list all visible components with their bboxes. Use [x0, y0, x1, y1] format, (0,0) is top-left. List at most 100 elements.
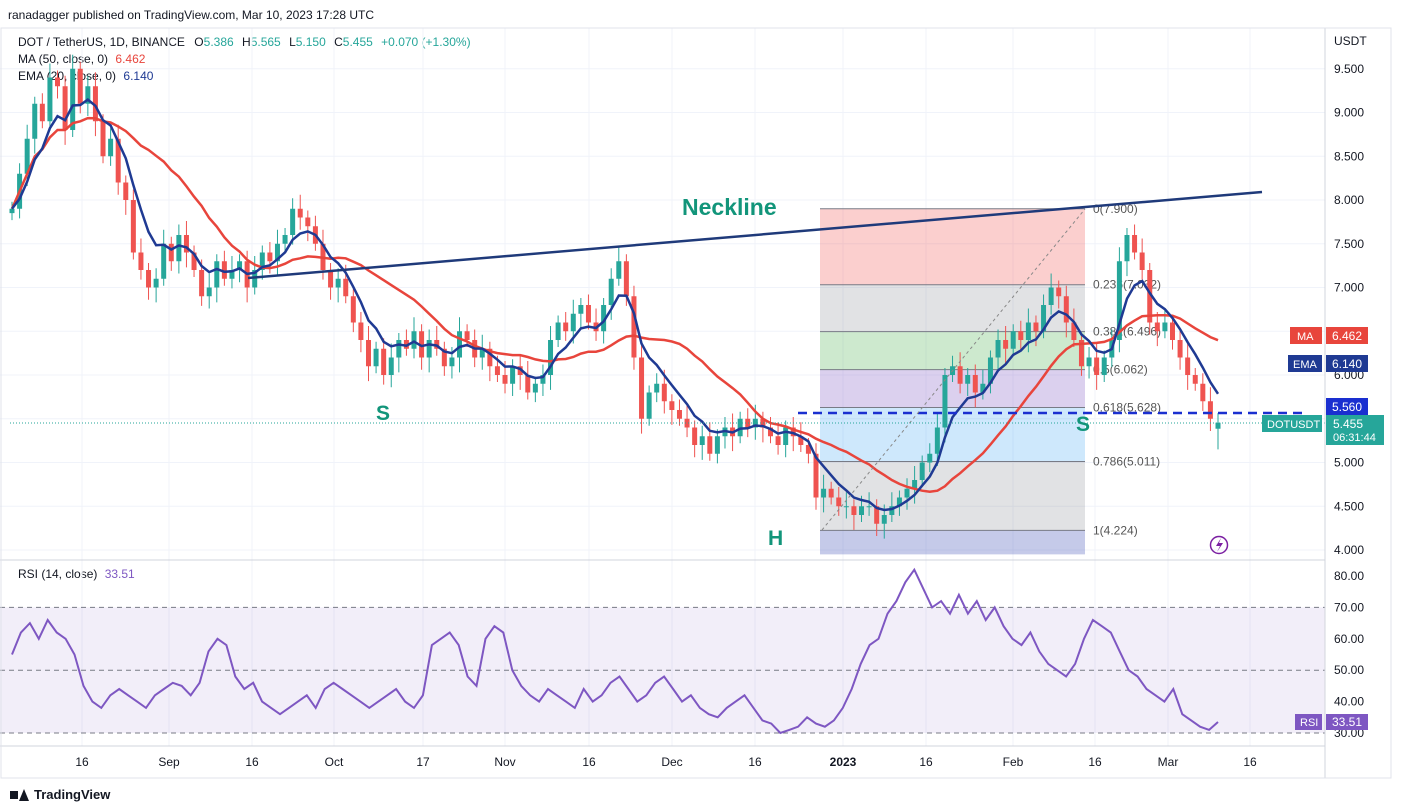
candle-body — [153, 278, 159, 288]
fib-level-label: 0.382(6.496) — [1093, 325, 1161, 339]
candle-body — [1094, 357, 1100, 375]
candle-body — [62, 86, 68, 130]
candle-body — [365, 340, 371, 367]
candle-body — [1116, 261, 1122, 340]
price-tick-label: 5.000 — [1334, 456, 1364, 470]
candle-body — [578, 305, 584, 314]
fib-zone — [820, 284, 1085, 332]
candle-body — [282, 235, 288, 244]
candle-body — [714, 436, 720, 454]
candle-body — [1162, 322, 1168, 332]
candle-body — [934, 427, 940, 454]
time-tick-label: Mar — [1158, 755, 1179, 769]
candle-body — [237, 261, 243, 270]
candle-body — [745, 418, 751, 428]
legend-rsi-label: RSI (14, close) — [18, 567, 98, 581]
candle-body — [676, 410, 682, 419]
neckline-trendline[interactable] — [247, 190, 1263, 280]
candle-body — [373, 348, 379, 367]
candle-body — [183, 235, 189, 253]
level-badge-value: 5.560 — [1332, 400, 1362, 414]
candle-body — [639, 357, 645, 419]
price-tick-label: 8.500 — [1334, 149, 1364, 163]
ma-badge: MA 6.462 — [1290, 327, 1368, 344]
candles — [9, 54, 1221, 539]
candle-body — [927, 453, 933, 463]
legend-symbol[interactable]: DOT / TetherUS, 1D, BINANCE — [18, 35, 185, 49]
candle-body — [123, 182, 129, 200]
time-tick-label: Dec — [661, 755, 682, 769]
rsi-band — [0, 606, 1325, 734]
footer-brand: TradingView — [34, 787, 111, 802]
ema-badge: EMA 6.140 — [1288, 355, 1368, 372]
level-badge: 5.560 — [1326, 398, 1368, 415]
time-tick-label: 16 — [748, 755, 762, 769]
candle-body — [199, 270, 205, 297]
candle-body — [904, 488, 910, 498]
candle-body — [767, 427, 773, 437]
candle-body — [85, 86, 91, 104]
chart-frame — [0, 27, 1392, 779]
time-tick-label: 2023 — [830, 755, 857, 769]
candle-body — [843, 506, 849, 508]
legend-ma[interactable]: MA (50, close, 0) 6.462 — [18, 52, 145, 66]
legend-open: 5.386 — [203, 35, 234, 49]
candle-body — [47, 77, 53, 122]
candle-body — [661, 383, 667, 402]
candle-body — [1147, 270, 1153, 323]
price-tick-label: 7.000 — [1334, 281, 1364, 295]
legend-ema[interactable]: EMA (20, close, 0) 6.140 — [18, 69, 153, 83]
candle-body — [1192, 375, 1198, 384]
candle-body — [328, 270, 334, 288]
candle-body — [563, 322, 569, 332]
legend-rsi[interactable]: RSI (14, close) 33.51 — [18, 567, 135, 581]
time-tick-label: Sep — [158, 755, 180, 769]
legend-close: 5.455 — [342, 35, 373, 49]
candle-body — [1063, 296, 1069, 323]
candle-body — [396, 340, 402, 358]
legend-rsi-value: 33.51 — [104, 567, 135, 581]
candle-body — [1086, 357, 1092, 367]
candle-body — [441, 348, 447, 367]
price-axis[interactable]: 9.5009.0008.5008.0007.5007.0006.5006.000… — [1334, 62, 1364, 557]
price-tick-label: 7.500 — [1334, 237, 1364, 251]
price-tick-label: 4.500 — [1334, 499, 1364, 513]
candle-body — [176, 235, 182, 262]
candle-body — [1132, 235, 1138, 253]
legend-ma-label: MA (50, close, 0) — [18, 52, 109, 66]
left-shoulder-label: S — [376, 402, 390, 425]
candle-body — [760, 418, 766, 428]
time-tick-label: 16 — [1088, 755, 1102, 769]
candle-body — [146, 270, 152, 288]
price-tick-label: 4.000 — [1334, 543, 1364, 557]
time-axis[interactable]: 16 Sep 16 Oct 17 Nov 16 Dec 16 2023 16 Feb 16 Mar 16 — [75, 755, 1257, 769]
legend-o-label: O — [194, 35, 204, 49]
alert-icon[interactable] — [1209, 535, 1229, 555]
time-tick-label: Feb — [1003, 755, 1024, 769]
candle-body — [646, 392, 652, 419]
candle-body — [1056, 287, 1062, 297]
candle-body — [669, 401, 675, 410]
time-tick-label: 16 — [582, 755, 596, 769]
candle-body — [942, 375, 948, 428]
fib-level-label: 0.618(5.628) — [1093, 401, 1161, 415]
candle-body — [699, 436, 705, 445]
candle-body — [896, 497, 902, 507]
candle-body — [138, 252, 144, 270]
candle-body — [130, 200, 136, 253]
candle-body — [479, 348, 485, 358]
fib-level-label: 1(4.224) — [1093, 523, 1138, 537]
legend-l-label: L — [289, 35, 296, 49]
candle-body — [274, 243, 280, 262]
candle-body — [449, 357, 455, 367]
candle-body — [191, 252, 197, 270]
candle-body — [752, 418, 758, 428]
candle-body — [206, 287, 212, 297]
candle-body — [517, 366, 523, 375]
candle-body — [1025, 322, 1031, 340]
candle-body — [813, 453, 819, 498]
tradingview-footer[interactable]: TradingView — [10, 787, 110, 802]
candle-body — [585, 305, 591, 323]
